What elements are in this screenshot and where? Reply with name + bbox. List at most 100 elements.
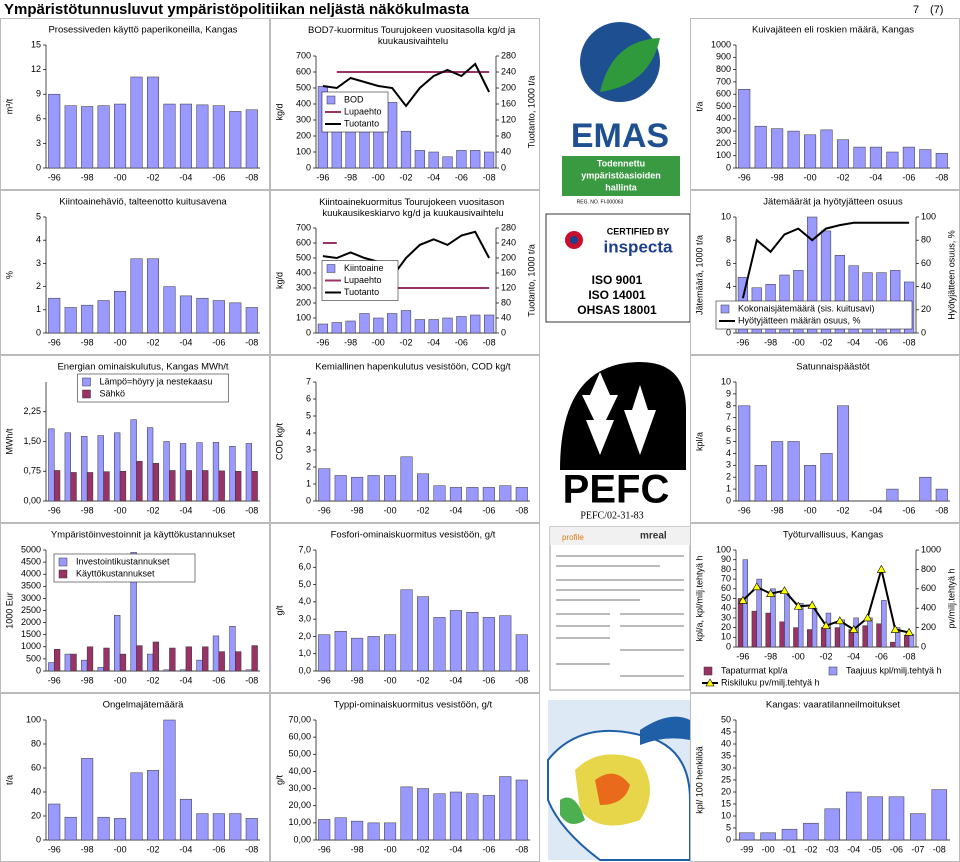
x-tick-label: -96	[48, 505, 61, 515]
x-tick-label: -96	[48, 172, 61, 182]
bar	[771, 441, 784, 502]
chart-title: Kuivajäteen eli roskien määrä, Kangas	[752, 25, 914, 36]
y-tick-label: 40	[721, 738, 731, 748]
bar	[910, 813, 926, 841]
marker	[793, 601, 803, 610]
bar	[470, 150, 481, 169]
emas-band	[562, 156, 680, 196]
y2-tick-label: 80	[501, 130, 511, 140]
bar	[482, 617, 495, 672]
bar	[48, 803, 61, 841]
x-tick-label: -00	[114, 505, 127, 515]
bar	[114, 290, 127, 334]
y-tick-label: 5,0	[298, 579, 311, 589]
x-tick-label: -08	[245, 844, 258, 854]
x-tick-label: -01	[783, 844, 796, 854]
y-tick-label: 7,0	[298, 544, 311, 554]
chart-title: Satunnaispäästöt	[796, 362, 870, 373]
chart-title: Työturvallisuus, Kangas	[783, 530, 884, 541]
y-tick-label: 1,0	[298, 648, 311, 658]
chart-title: Fosfori-ominaiskuormitus vesistöön, g/t	[331, 530, 496, 541]
chart-frame	[0, 355, 270, 523]
x-tick-label: -04	[869, 172, 882, 182]
bar	[202, 470, 209, 502]
y-tick-label: 0	[726, 162, 731, 172]
bar	[196, 442, 203, 502]
bar	[64, 816, 77, 841]
y-axis-label: g/t	[274, 775, 284, 786]
bar	[81, 436, 88, 502]
page-title: Ympäristötunnusluvut ympäristöpolitiikan…	[4, 1, 470, 18]
bar	[81, 758, 94, 841]
x-tick-label: -00	[792, 651, 805, 661]
bar	[130, 552, 137, 672]
bar	[466, 611, 479, 672]
x-tick-label: -96	[736, 337, 749, 347]
bar	[334, 630, 347, 672]
x-tick-label: -04	[847, 651, 860, 661]
marker	[904, 627, 914, 636]
legend-swatch	[58, 557, 68, 567]
y-tick-label: 8	[726, 235, 731, 245]
marker	[890, 624, 900, 633]
y-axis-label: kg/d	[274, 272, 284, 289]
x-tick-label: -98	[764, 337, 777, 347]
y2-tick-label: 100	[921, 211, 936, 221]
bar	[804, 134, 817, 169]
y2-tick-label: 20	[921, 304, 931, 314]
x-tick-label: -08	[935, 505, 948, 515]
y2-tick-label: 40	[501, 146, 511, 156]
y2-tick-label: 120	[501, 282, 516, 292]
bar	[97, 816, 110, 841]
y-tick-label: 7	[306, 376, 311, 386]
y-tick-label: 200	[296, 297, 311, 307]
y-tick-label: 3	[306, 444, 311, 454]
x-tick-label: -04	[449, 675, 462, 685]
y-tick-label: 20,00	[288, 800, 311, 810]
y-tick-label: 4	[36, 235, 41, 245]
y-tick-label: 3000	[21, 593, 41, 603]
bar	[754, 465, 767, 502]
y-tick-label: 0	[36, 665, 41, 675]
y2-tick-label: 160	[501, 98, 516, 108]
bar	[902, 146, 915, 169]
bar	[48, 93, 61, 169]
x-tick-label: -96	[48, 844, 61, 854]
y-tick-label: 40,00	[288, 766, 311, 776]
chart-frame	[0, 190, 270, 355]
y-tick-label: 5	[36, 211, 41, 221]
x-tick-label: -03	[826, 844, 839, 854]
y-tick-label: 1	[306, 478, 311, 488]
y-axis-label: MWh/t	[4, 428, 14, 454]
y-axis-label: kg/d	[274, 103, 284, 120]
x-tick-label: -98	[344, 172, 357, 182]
y-tick-label: 12	[31, 64, 41, 74]
y-tick-label: 6	[726, 424, 731, 434]
emas-logo: EMAS Todennettu ympäristöasioiden hallin…	[562, 22, 680, 205]
bar	[825, 612, 832, 648]
bar	[64, 105, 77, 169]
bar	[400, 589, 413, 672]
bar	[770, 588, 776, 648]
legend-label: Käyttökustannukset	[76, 568, 155, 578]
x-tick-label: -02	[146, 505, 159, 515]
bar	[146, 653, 154, 672]
bar	[754, 125, 767, 169]
bar	[442, 156, 453, 169]
profile-title: profile	[562, 533, 584, 542]
bar	[760, 832, 776, 841]
bar	[318, 468, 331, 502]
bar	[229, 813, 242, 841]
bar	[515, 634, 528, 672]
bar	[781, 828, 798, 841]
bar	[179, 798, 192, 841]
x-tick-label: -04	[449, 505, 462, 515]
x-tick-label: -08	[903, 337, 916, 347]
bar	[97, 667, 104, 672]
x-tick-label: -02	[416, 844, 429, 854]
bar	[387, 313, 398, 334]
bar	[867, 617, 873, 648]
bar	[163, 286, 176, 334]
x-tick-label: -06	[212, 337, 225, 347]
